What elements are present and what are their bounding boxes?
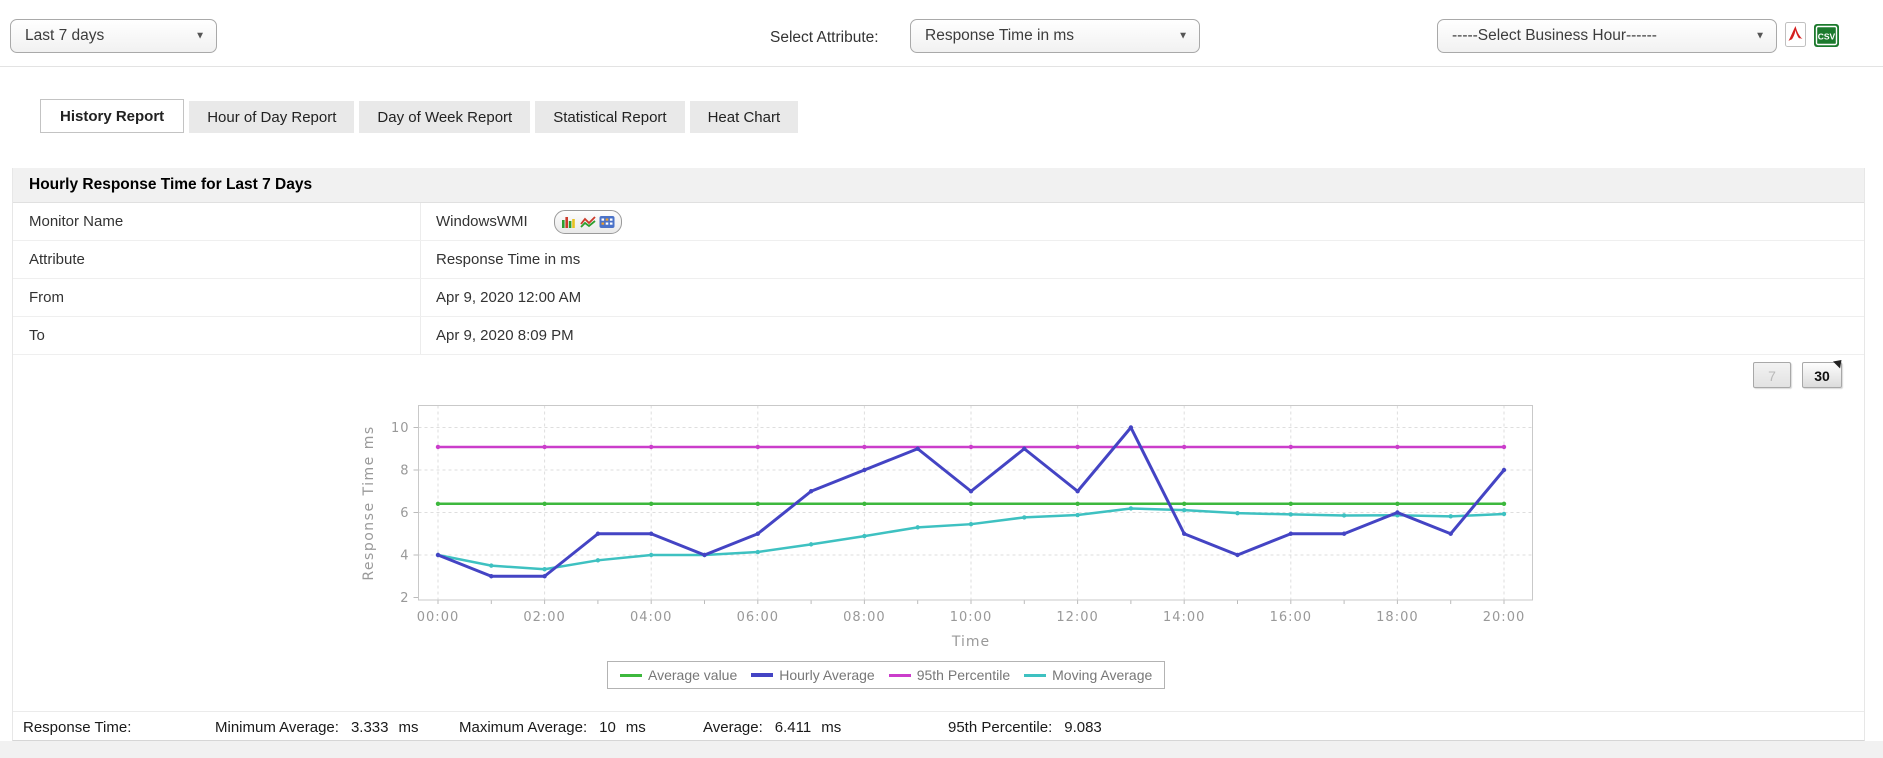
moving-average-line-swatch bbox=[1024, 673, 1047, 677]
tab-statistical-report[interactable]: Statistical Report bbox=[535, 101, 685, 133]
svg-text:8: 8 bbox=[400, 464, 409, 479]
chevron-down-icon: ▼ bbox=[1755, 30, 1765, 42]
chart-legend: Average value Hourly Average 95th Percen… bbox=[607, 661, 1166, 689]
svg-text:6: 6 bbox=[400, 506, 409, 521]
tab-day-of-week-report[interactable]: Day of Week Report bbox=[359, 101, 531, 133]
svg-text:06:00: 06:00 bbox=[737, 610, 779, 625]
summary-stats-row: Response Time: Minimum Average: 3.333 ms M… bbox=[13, 711, 1864, 742]
percentile-line-swatch bbox=[888, 673, 911, 677]
to-value: Apr 9, 2020 8:09 PM bbox=[436, 327, 574, 344]
table-row: From Apr 9, 2020 12:00 AM bbox=[13, 279, 1864, 317]
svg-text:2: 2 bbox=[400, 591, 409, 606]
monitor-name-value: WindowsWMI bbox=[436, 213, 528, 230]
report-title: Hourly Response Time for Last 7 Days bbox=[13, 168, 1864, 203]
average-value-line-swatch bbox=[620, 673, 642, 677]
time-range-value: Last 7 days bbox=[25, 27, 105, 44]
svg-text:18:00: 18:00 bbox=[1376, 610, 1418, 625]
stats-row-label: Response Time: bbox=[23, 719, 132, 736]
toolbar: Last 7 days ▼ Select Attribute: Response… bbox=[0, 0, 1883, 67]
minimum-average-stat: Minimum Average: 3.333 ms bbox=[215, 719, 419, 736]
average-stat: Average: 6.411 ms bbox=[703, 719, 842, 736]
svg-text:4: 4 bbox=[400, 549, 409, 564]
legend-item-moving-average: Moving Average bbox=[1024, 667, 1152, 683]
svg-text:02:00: 02:00 bbox=[523, 610, 565, 625]
legend-item-hourly-average: Hourly Average bbox=[751, 667, 875, 683]
chevron-down-icon: ▼ bbox=[1178, 30, 1188, 42]
report-panel: Hourly Response Time for Last 7 Days Mon… bbox=[12, 168, 1865, 741]
report-tabs: History Report Hour of Day Report Day of… bbox=[40, 99, 803, 133]
bar-chart-icon[interactable] bbox=[561, 215, 577, 229]
attribute-value: Response Time in ms bbox=[436, 251, 581, 268]
tab-history-report[interactable]: History Report bbox=[40, 99, 185, 133]
response-time-chart: 00:00 02:00 04:00 06:00 08:00 10:00 12:00 14:00… bbox=[361, 405, 1533, 650]
svg-text:12:00: 12:00 bbox=[1056, 610, 1098, 625]
hourly-average-line-swatch bbox=[751, 673, 774, 677]
attribute-value: Response Time in ms bbox=[925, 27, 1075, 44]
legend-item-95th-percentile: 95th Percentile bbox=[888, 667, 1010, 683]
svg-text:16:00: 16:00 bbox=[1270, 610, 1312, 625]
data-table-icon[interactable] bbox=[599, 215, 615, 229]
attribute-label: Attribute bbox=[13, 241, 421, 278]
range-30-days-button[interactable]: 30 bbox=[1802, 356, 1846, 388]
select-attribute-label: Select Attribute: bbox=[770, 29, 879, 46]
table-row: Monitor Name WindowsWMI bbox=[13, 203, 1864, 241]
legend-item-average-value: Average value bbox=[620, 667, 737, 683]
svg-text:10: 10 bbox=[391, 421, 410, 436]
line-chart-icon[interactable] bbox=[579, 215, 596, 229]
business-hour-value: -----Select Business Hour------ bbox=[1452, 27, 1657, 44]
chevron-down-icon: ▼ bbox=[195, 30, 205, 42]
svg-text:10:00: 10:00 bbox=[950, 610, 992, 625]
bottom-strip bbox=[0, 741, 1883, 758]
pdf-export-icon[interactable] bbox=[1783, 21, 1808, 54]
svg-text:20:00: 20:00 bbox=[1483, 610, 1525, 625]
svg-text:Time: Time bbox=[951, 634, 990, 650]
svg-text:00:00: 00:00 bbox=[417, 610, 459, 625]
from-label: From bbox=[13, 279, 421, 316]
business-hour-select[interactable]: -----Select Business Hour------ ▼ bbox=[1437, 19, 1777, 53]
svg-text:08:00: 08:00 bbox=[843, 610, 885, 625]
to-label: To bbox=[13, 317, 421, 354]
csv-export-icon[interactable]: CSV bbox=[1813, 23, 1840, 53]
svg-text:CSV: CSV bbox=[1818, 32, 1836, 42]
svg-text:14:00: 14:00 bbox=[1163, 610, 1205, 625]
table-row: Attribute Response Time in ms bbox=[13, 241, 1864, 279]
percentile-stat: 95th Percentile: 9.083 bbox=[948, 719, 1102, 736]
time-range-select[interactable]: Last 7 days ▼ bbox=[10, 19, 217, 53]
tab-heat-chart[interactable]: Heat Chart bbox=[689, 101, 799, 133]
range-7-days-button[interactable]: 7 bbox=[1753, 362, 1791, 388]
table-row: To Apr 9, 2020 8:09 PM bbox=[13, 317, 1864, 355]
selected-range-marker-icon bbox=[1832, 356, 1846, 369]
svg-text:Response Time ms: Response Time ms bbox=[361, 425, 377, 580]
monitor-chart-type-switcher[interactable] bbox=[553, 209, 622, 234]
from-value: Apr 9, 2020 12:00 AM bbox=[436, 289, 582, 306]
attribute-select[interactable]: Response Time in ms ▼ bbox=[910, 19, 1200, 53]
maximum-average-stat: Maximum Average: 10 ms bbox=[459, 719, 646, 736]
monitor-name-label: Monitor Name bbox=[13, 203, 421, 240]
tab-hour-of-day-report[interactable]: Hour of Day Report bbox=[189, 101, 355, 133]
svg-text:04:00: 04:00 bbox=[630, 610, 672, 625]
